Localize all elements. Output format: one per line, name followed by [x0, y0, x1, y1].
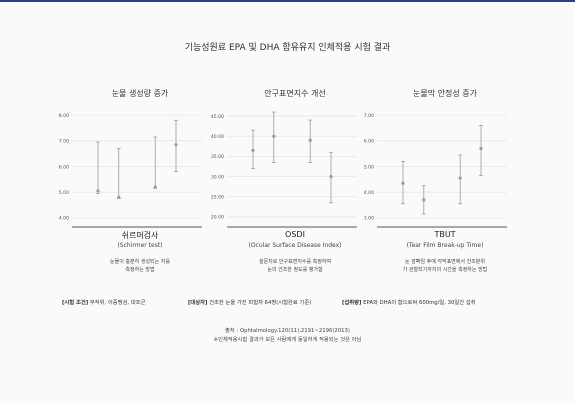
chart-3-description-line: 눈 깜빡임 후에 각막표면에서 건조분위 — [405, 259, 485, 265]
chart-3-ytick-label: 3.00 — [364, 216, 374, 222]
chart-2-xlabel: OSDI — [285, 230, 305, 239]
chart-2-ytick-label: 20.00 — [211, 215, 224, 221]
chart-3-xlabel: TBUT — [434, 230, 456, 239]
chart-3-point — [422, 198, 426, 202]
chart-2-description-line: 설문지로 안구표면지수를 측정하여 — [258, 259, 332, 265]
condition-trial-label: [시험 조건] — [62, 300, 89, 306]
chart-1-description-line: 눈물이 충분히 생성되는 지를 — [110, 259, 170, 265]
chart-2-ytick-label: 40.00 — [211, 134, 224, 140]
condition-subjects-text: 건조한 눈을 가진 피험자 64명(시험완료 기준) — [209, 300, 312, 306]
chart-1-ytick-label: 6.00 — [59, 164, 69, 170]
chart-2-ytick-label: 35.00 — [211, 154, 224, 160]
chart-3-ytick-label: 6.00 — [364, 139, 374, 145]
chart-3-point — [401, 181, 405, 185]
top-accent-bar — [0, 0, 575, 2]
chart-1-point — [153, 185, 157, 189]
chart-3-ytick-label: 4.00 — [364, 190, 374, 196]
condition-intake-label: [섭취량] — [342, 300, 362, 306]
page-title: 기능성원료 EPA 및 DHA 함유유지 인체적용 시험 결과 — [184, 43, 391, 53]
chart-1-ytick-label: 8.00 — [59, 113, 69, 119]
chart-1-description: 눈물이 충분히 생성되는 지를 측정하는 방법 — [65, 258, 215, 274]
chart-1-ytick-label: 7.00 — [59, 139, 69, 145]
condition-subjects: [대상자] 건조한 눈을 가진 피험자 64명(시험완료 기준) — [188, 298, 311, 306]
source-citation: 출처 : Ophtalmology.120(11):2191~2196(2013… — [225, 328, 350, 334]
chart-1-point — [96, 189, 100, 193]
chart-2-ytick-label: 25.00 — [211, 195, 224, 201]
chart-1-point — [174, 143, 178, 147]
chart-1-title: 눈물 생성량 증가 — [111, 89, 169, 98]
chart-1-xlabel-sub: (Schirmer test) — [117, 242, 163, 249]
chart-3-description-line: 가 관찰되기까지의 시간을 측정하는 방법 — [402, 267, 488, 273]
chart-2-ytick-label: 45.00 — [211, 114, 224, 120]
chart-1-ytick-label: 5.00 — [59, 190, 69, 196]
chart-2-xlabel-sub: (Ocular Surface Disease Index) — [248, 242, 342, 249]
chart-2-description: 설문지로 안구표면지수를 측정하여 눈의 건조한 정도를 평가함 — [220, 258, 370, 274]
chart-2-point — [308, 138, 312, 142]
condition-subjects-label: [대상자] — [188, 300, 208, 306]
chart-2-point — [272, 134, 276, 138]
condition-trial-text: 무작위, 이중맹검, 대조군 — [89, 300, 146, 306]
chart-2-ytick-label: 30.00 — [211, 174, 224, 180]
chart-1-description-line: 측정하는 방법 — [125, 267, 155, 273]
chart-3-point — [458, 176, 462, 180]
chart-2-point — [251, 148, 255, 152]
chart-1-xlabel: 쉬르머검사 — [121, 231, 159, 240]
chart-2-title: 안구표면지수 개선 — [264, 89, 326, 98]
condition-intake: [섭취량] EPA와 DHA의 합으로써 600mg/일, 30일간 섭취 — [342, 298, 476, 306]
source-note: ※인체적용시험 결과가 모든 사람에게 동일하게 적용되는 것은 아님 — [213, 337, 362, 343]
chart-3-description: 눈 깜빡임 후에 각막표면에서 건조분위 가 관찰되기까지의 시간을 측정하는 … — [370, 258, 520, 274]
condition-trial: [시험 조건] 무작위, 이중맹검, 대조군 — [62, 298, 145, 306]
chart-1-ytick-label: 4.00 — [59, 216, 69, 222]
chart-3-xlabel-sub: (Tear Film Break-up Time) — [406, 242, 484, 249]
chart-3-ytick-label: 5.00 — [364, 164, 374, 170]
condition-intake-text: EPA와 DHA의 합으로써 600mg/일, 30일간 섭취 — [363, 300, 476, 306]
chart-3-point — [479, 146, 483, 151]
chart-2-point — [329, 174, 333, 179]
chart-3-title: 눈물막 안정성 증가 — [413, 89, 477, 98]
chart-3-ytick-label: 7.00 — [364, 113, 374, 119]
chart-2-description-line: 눈의 건조한 정도를 평가함 — [267, 267, 323, 273]
chart-1-point — [117, 195, 121, 199]
